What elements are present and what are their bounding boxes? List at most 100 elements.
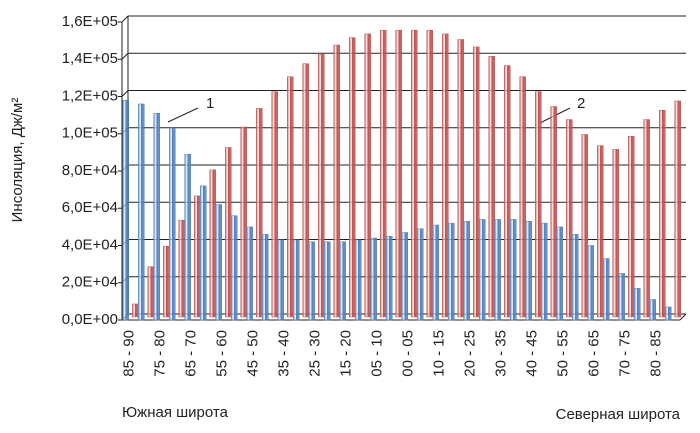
bar — [463, 221, 470, 321]
bar — [426, 29, 433, 318]
y-tick-label: 8,0E+04 — [62, 162, 118, 179]
bar — [293, 239, 300, 321]
y-tick-label: 1,2E+05 — [62, 87, 118, 104]
bar — [417, 228, 424, 321]
bar — [209, 169, 216, 318]
bar — [448, 222, 455, 321]
bar — [665, 306, 672, 321]
bar — [649, 299, 656, 321]
bar — [153, 113, 160, 321]
bar — [256, 108, 263, 318]
bar — [581, 134, 588, 318]
bar — [432, 224, 439, 321]
grid-depth — [121, 90, 129, 97]
x-tick-label: 75 - 80 — [152, 330, 169, 377]
annotation-leader — [167, 107, 199, 123]
bar — [147, 266, 154, 318]
x-tick-label: 70 - 75 — [617, 330, 634, 377]
x-tick-label: 65 - 70 — [183, 330, 200, 377]
bar — [597, 145, 604, 318]
bar — [246, 226, 253, 321]
x-tick-label: 20 - 25 — [462, 330, 479, 377]
y-tick-label: 1,6E+05 — [62, 13, 118, 30]
x-tick-label: 35 - 40 — [276, 330, 293, 377]
y-tick-label: 2,0E+04 — [62, 274, 118, 291]
bar — [355, 239, 362, 321]
bar — [395, 29, 402, 318]
bar — [333, 44, 340, 318]
bar — [603, 258, 610, 321]
bar — [643, 119, 650, 318]
bar — [169, 127, 176, 321]
bar — [488, 56, 495, 318]
bar — [364, 33, 371, 318]
bar — [556, 226, 563, 321]
bar — [163, 245, 170, 318]
bar — [541, 222, 548, 321]
y-tick-label: 1,4E+05 — [62, 50, 118, 67]
annotation: 2 — [577, 95, 585, 112]
bar — [302, 63, 309, 318]
bar — [519, 76, 526, 318]
bar — [587, 245, 594, 321]
x-tick-label: 60 - 65 — [586, 330, 603, 377]
bar — [349, 37, 356, 318]
bar — [277, 239, 284, 321]
x-tick-label: 00 - 05 — [400, 330, 417, 377]
bar — [525, 221, 532, 321]
bar — [318, 54, 325, 318]
bar — [194, 195, 201, 318]
bar — [535, 91, 542, 318]
bar — [138, 103, 145, 321]
x-tick-label: 40 - 45 — [524, 330, 541, 377]
bar — [628, 136, 635, 318]
bar — [411, 29, 418, 318]
bar — [674, 100, 681, 318]
bar — [370, 237, 377, 321]
x-tick-label: 05 - 10 — [369, 330, 386, 377]
bar — [572, 234, 579, 321]
x-axis-depth — [679, 313, 687, 321]
bar — [132, 303, 139, 318]
x-tick-label: 45 - 50 — [245, 330, 262, 377]
x-tick-label: 15 - 20 — [338, 330, 355, 377]
bar — [262, 234, 269, 321]
bar — [271, 91, 278, 318]
grid-depth — [121, 52, 129, 60]
bar — [612, 149, 619, 318]
y-tick-label: 4,0E+04 — [62, 236, 118, 253]
y-tick-label: 6,0E+04 — [62, 199, 118, 216]
bar — [225, 147, 232, 318]
bar — [494, 219, 501, 321]
bar — [215, 204, 222, 321]
bar — [339, 241, 346, 321]
bar — [401, 232, 408, 321]
x-tick-label: 30 - 35 — [493, 330, 510, 377]
x-tick-label: 25 - 30 — [307, 330, 324, 377]
bar — [510, 219, 517, 321]
bar — [618, 273, 625, 321]
y-tick-label: 0,0E+00 — [62, 311, 118, 328]
bar — [566, 119, 573, 318]
bar — [479, 219, 486, 321]
bar — [504, 65, 511, 318]
bar — [380, 29, 387, 318]
bar — [386, 235, 393, 321]
bar — [200, 185, 207, 321]
y-tick-label: 1,0E+05 — [62, 125, 118, 142]
bar — [184, 153, 191, 321]
bar — [457, 39, 464, 318]
bar — [287, 76, 294, 318]
bar — [178, 219, 185, 318]
bar — [634, 288, 641, 321]
x-axis-label-right: Северная широта — [556, 406, 681, 423]
bar — [442, 33, 449, 318]
bar — [659, 110, 666, 318]
y-axis-label: Инсоляция, Дж/м² — [9, 98, 26, 223]
x-tick-label: 10 - 15 — [431, 330, 448, 377]
x-tick-label: 55 - 60 — [214, 330, 231, 377]
bar — [473, 46, 480, 318]
bar — [308, 241, 315, 321]
x-axis-label-left: Южная широта — [122, 404, 229, 421]
